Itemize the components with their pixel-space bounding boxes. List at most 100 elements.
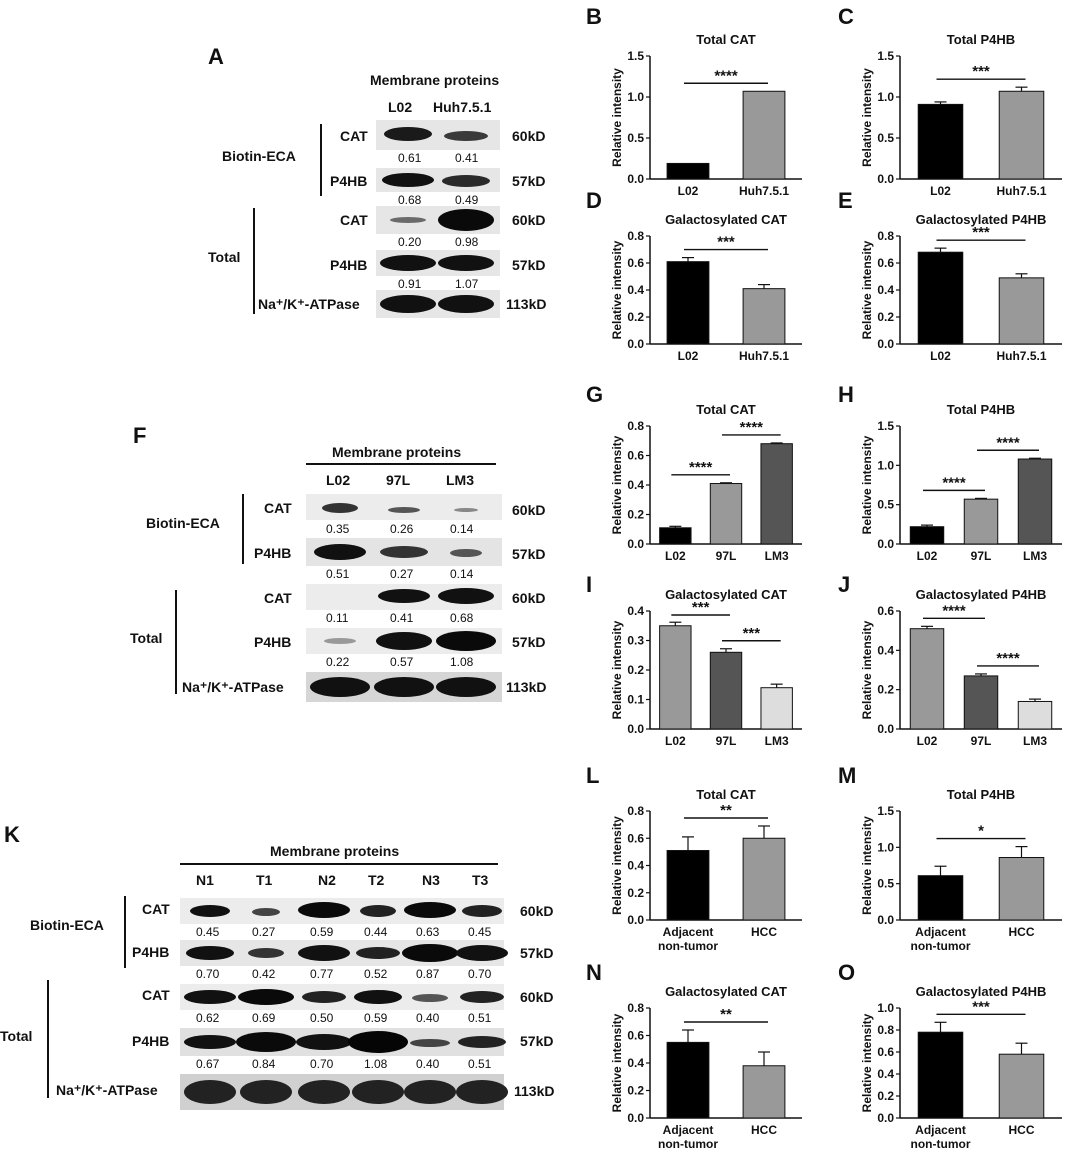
group-label: Biotin-ECA xyxy=(146,515,220,531)
blot-band xyxy=(376,632,432,650)
bar-chart-o: Galactosylated P4HB Relative intensity0.0… xyxy=(860,984,1062,1151)
band-value: 0.61 xyxy=(398,151,422,165)
bar xyxy=(909,526,945,545)
western-blot-k: Membrane proteins N1 T1 N2 T2 N3 T3 Biot… xyxy=(0,843,554,1110)
x-tick-label: 97L xyxy=(971,734,992,748)
band-value: 0.40 xyxy=(416,1011,440,1025)
bar xyxy=(1017,458,1053,545)
band-value: 0.27 xyxy=(252,925,276,939)
band-value: 0.11 xyxy=(326,611,349,625)
x-tick-label: LM3 xyxy=(1023,734,1047,748)
band-value: 0.68 xyxy=(398,193,422,207)
band-value: 0.57 xyxy=(390,655,414,669)
blot-header-line xyxy=(180,863,498,865)
protein-label: CAT xyxy=(340,212,368,228)
band-value: 0.69 xyxy=(252,1011,276,1025)
y-axis-label: Relative intensity xyxy=(610,620,624,719)
blot-band xyxy=(382,173,434,187)
blot-band xyxy=(412,994,448,1002)
protein-label: CAT xyxy=(142,901,170,917)
bar xyxy=(917,875,964,921)
y-tick-label: 0.5 xyxy=(877,498,894,512)
x-tick-label: HCC xyxy=(751,925,777,939)
panel-label-g: G xyxy=(586,382,604,407)
y-axis-label: Relative intensity xyxy=(860,1013,874,1112)
y-axis-label: Relative intensity xyxy=(860,68,874,167)
y-tick-label: 0.0 xyxy=(877,722,894,736)
group-bracket xyxy=(47,980,49,1098)
kd-label: 57kD xyxy=(512,546,546,562)
protein-label: P4HB xyxy=(132,1033,170,1049)
y-tick-label: 0.0 xyxy=(877,913,894,927)
x-tick-label: L02 xyxy=(665,734,686,748)
blot-band xyxy=(236,1032,296,1052)
protein-label: Na⁺/K⁺-ATPase xyxy=(182,679,284,695)
bar xyxy=(659,527,692,545)
group-bracket xyxy=(175,590,177,694)
y-tick-label: 0.0 xyxy=(877,537,894,551)
significance-stars: *** xyxy=(743,625,761,642)
blot-band xyxy=(356,947,400,959)
significance-stars: **** xyxy=(942,474,966,491)
y-tick-label: 0.6 xyxy=(627,256,644,270)
y-tick-label: 0.3 xyxy=(627,634,644,648)
significance-stars: **** xyxy=(714,67,738,84)
x-tick-label: L02 xyxy=(917,549,938,563)
band-value: 0.70 xyxy=(196,967,220,981)
bar xyxy=(659,625,692,730)
y-tick-label: 0.0 xyxy=(627,337,644,351)
y-tick-label: 1.5 xyxy=(877,804,894,818)
band-value: 0.68 xyxy=(450,611,474,625)
blot-band xyxy=(298,945,350,961)
y-axis-label: Relative intensity xyxy=(610,1013,624,1112)
lane-label: N2 xyxy=(318,872,336,888)
significance-stars: **** xyxy=(942,602,966,619)
significance-stars: **** xyxy=(996,650,1020,667)
y-tick-label: 0.2 xyxy=(627,886,644,900)
blot-band xyxy=(360,905,396,917)
chart-title: Galactosylated CAT xyxy=(665,212,787,227)
y-axis-label: Relative intensity xyxy=(610,68,624,167)
kd-label: 57kD xyxy=(512,173,546,189)
blot-band xyxy=(436,631,496,651)
group-label: Total xyxy=(130,630,163,646)
y-tick-label: 0.5 xyxy=(627,131,644,145)
y-tick-label: 0.2 xyxy=(877,1089,894,1103)
panel-label-m: M xyxy=(838,763,857,788)
lane-label: 97L xyxy=(386,472,411,488)
y-tick-label: 0.4 xyxy=(627,283,644,297)
kd-label: 60kD xyxy=(512,590,546,606)
blot-band xyxy=(186,946,234,960)
band-value: 0.41 xyxy=(455,151,479,165)
band-value: 0.51 xyxy=(468,1057,492,1071)
group-bracket xyxy=(124,896,126,968)
bar xyxy=(917,103,964,180)
blot-header: Membrane proteins xyxy=(270,843,400,859)
x-tick-label: Huh7.5.1 xyxy=(996,349,1046,363)
band-value: 0.87 xyxy=(416,967,440,981)
blot-header: Membrane proteins xyxy=(370,72,500,88)
y-tick-label: 0.0 xyxy=(627,913,644,927)
y-tick-label: 0.8 xyxy=(877,229,894,243)
y-tick-label: 1.5 xyxy=(877,419,894,433)
protein-label: P4HB xyxy=(330,173,368,189)
band-value: 0.98 xyxy=(455,235,479,249)
band-value: 1.07 xyxy=(455,277,479,291)
blot-band xyxy=(314,544,366,560)
x-tick-label: 97L xyxy=(716,549,737,563)
blot-band xyxy=(438,255,494,271)
x-tick-label: L02 xyxy=(917,734,938,748)
bar xyxy=(666,1041,710,1119)
bar-chart-e: Galactosylated P4HB Relative intensity0.0… xyxy=(860,212,1062,363)
y-tick-label: 0.2 xyxy=(877,310,894,324)
y-axis-label: Relative intensity xyxy=(610,816,624,915)
blot-band xyxy=(462,905,502,917)
protein-label: Na⁺/K⁺-ATPase xyxy=(258,296,360,312)
blot-band xyxy=(296,1034,352,1050)
chart-title: Total CAT xyxy=(696,32,756,47)
